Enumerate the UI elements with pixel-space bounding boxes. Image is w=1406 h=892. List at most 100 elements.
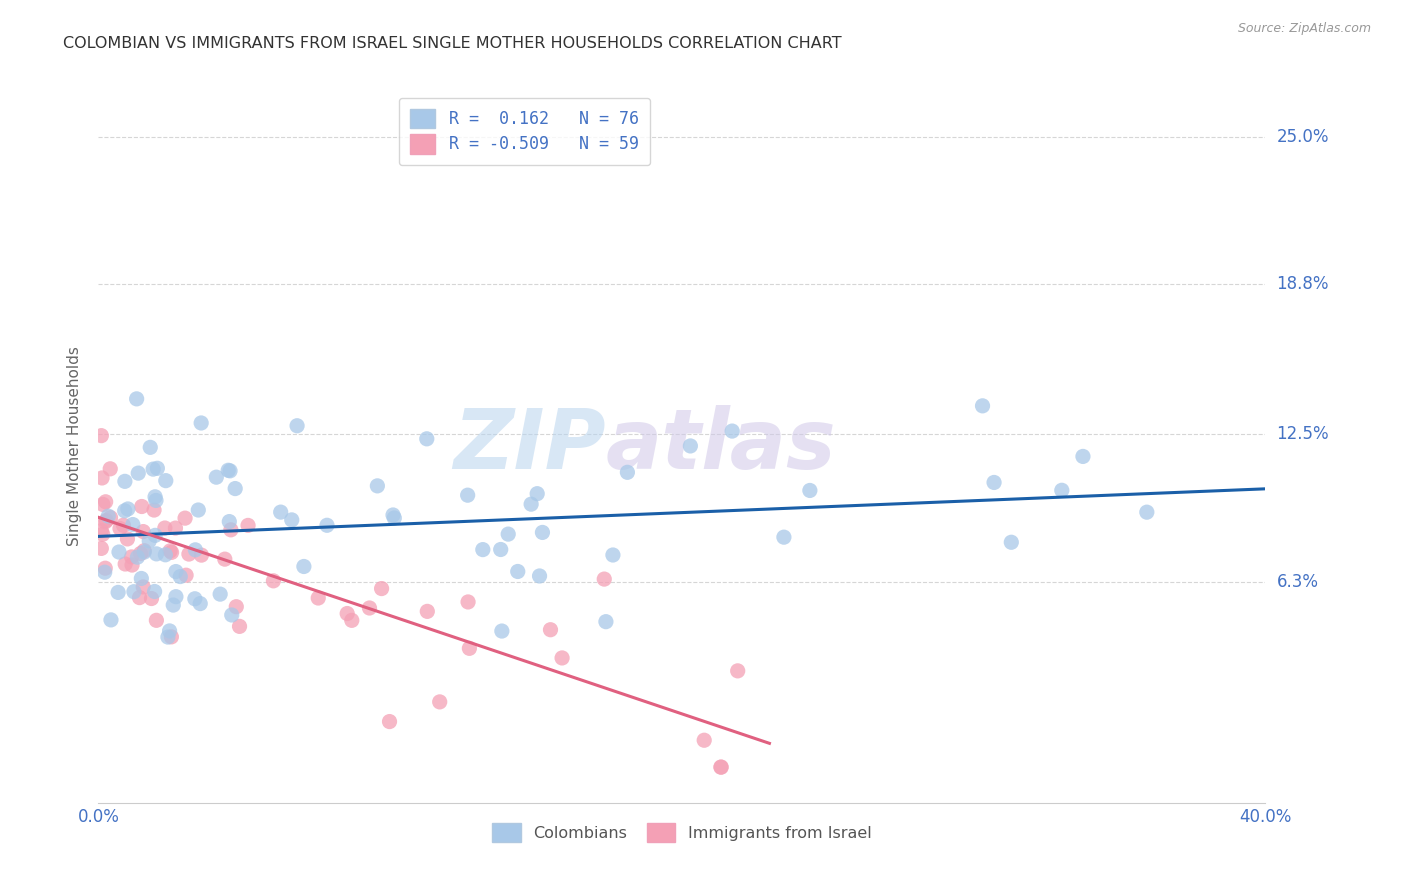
Point	[366, 479, 388, 493]
Point	[228, 619, 250, 633]
Point	[531, 525, 554, 540]
Point	[262, 574, 284, 588]
Point	[593, 572, 616, 586]
Y-axis label: Single Mother Households: Single Mother Households	[67, 346, 83, 546]
Point	[134, 543, 156, 558]
Point	[114, 504, 136, 518]
Point	[125, 392, 148, 406]
Point	[710, 760, 733, 774]
Point	[336, 607, 359, 621]
Point	[155, 474, 177, 488]
Point	[159, 624, 181, 638]
Point	[90, 541, 112, 556]
Point	[143, 490, 166, 504]
Point	[156, 630, 179, 644]
Text: 25.0%: 25.0%	[1277, 128, 1329, 145]
Point	[983, 475, 1005, 490]
Point	[91, 498, 114, 512]
Point	[169, 569, 191, 583]
Point	[693, 733, 716, 747]
Point	[145, 547, 167, 561]
Point	[219, 523, 242, 537]
Point	[132, 580, 155, 594]
Point	[382, 511, 405, 525]
Point	[224, 482, 246, 496]
Point	[134, 545, 156, 559]
Point	[551, 651, 574, 665]
Point	[91, 527, 114, 541]
Point	[160, 545, 183, 559]
Point	[307, 591, 329, 605]
Text: atlas: atlas	[606, 406, 837, 486]
Point	[489, 542, 512, 557]
Point	[506, 565, 529, 579]
Point	[153, 521, 176, 535]
Point	[710, 760, 733, 774]
Point	[162, 598, 184, 612]
Point	[160, 630, 183, 644]
Point	[382, 508, 405, 522]
Point	[219, 464, 242, 478]
Point	[121, 549, 143, 564]
Point	[141, 591, 163, 606]
Point	[143, 584, 166, 599]
Point	[370, 582, 392, 596]
Point	[145, 493, 167, 508]
Point	[165, 590, 187, 604]
Text: 6.3%: 6.3%	[1277, 573, 1319, 591]
Point	[217, 463, 239, 477]
Point	[602, 548, 624, 562]
Point	[90, 428, 112, 442]
Point	[496, 527, 519, 541]
Point	[340, 613, 363, 627]
Point	[98, 462, 121, 476]
Point	[721, 424, 744, 438]
Point	[236, 518, 259, 533]
Point	[595, 615, 617, 629]
Point	[91, 471, 114, 485]
Point	[416, 604, 439, 618]
Point	[145, 613, 167, 627]
Point	[122, 584, 145, 599]
Point	[112, 518, 135, 533]
Point	[142, 462, 165, 476]
Point	[1000, 535, 1022, 549]
Point	[127, 550, 149, 565]
Point	[209, 587, 232, 601]
Point	[471, 542, 494, 557]
Point	[520, 497, 543, 511]
Point	[491, 624, 513, 638]
Point	[218, 515, 240, 529]
Point	[270, 505, 292, 519]
Point	[114, 557, 136, 571]
Point	[1050, 483, 1073, 498]
Point	[316, 518, 339, 533]
Point	[96, 514, 118, 528]
Legend: Colombians, Immigrants from Israel: Colombians, Immigrants from Israel	[485, 817, 879, 848]
Point	[159, 544, 181, 558]
Point	[359, 601, 381, 615]
Point	[97, 509, 120, 524]
Point	[94, 515, 117, 529]
Point	[190, 548, 212, 562]
Point	[529, 569, 551, 583]
Point	[90, 524, 112, 538]
Point	[972, 399, 994, 413]
Point	[727, 664, 749, 678]
Point	[1136, 505, 1159, 519]
Point	[117, 502, 139, 516]
Point	[281, 513, 304, 527]
Text: COLOMBIAN VS IMMIGRANTS FROM ISRAEL SINGLE MOTHER HOUSEHOLDS CORRELATION CHART: COLOMBIAN VS IMMIGRANTS FROM ISRAEL SING…	[63, 36, 842, 51]
Point	[129, 547, 152, 561]
Point	[165, 565, 187, 579]
Point	[184, 591, 207, 606]
Point	[187, 503, 209, 517]
Point	[188, 597, 211, 611]
Point	[107, 585, 129, 599]
Point	[526, 486, 548, 500]
Point	[138, 533, 160, 548]
Point	[540, 623, 562, 637]
Point	[457, 488, 479, 502]
Text: ZIP: ZIP	[453, 406, 606, 486]
Point	[139, 441, 162, 455]
